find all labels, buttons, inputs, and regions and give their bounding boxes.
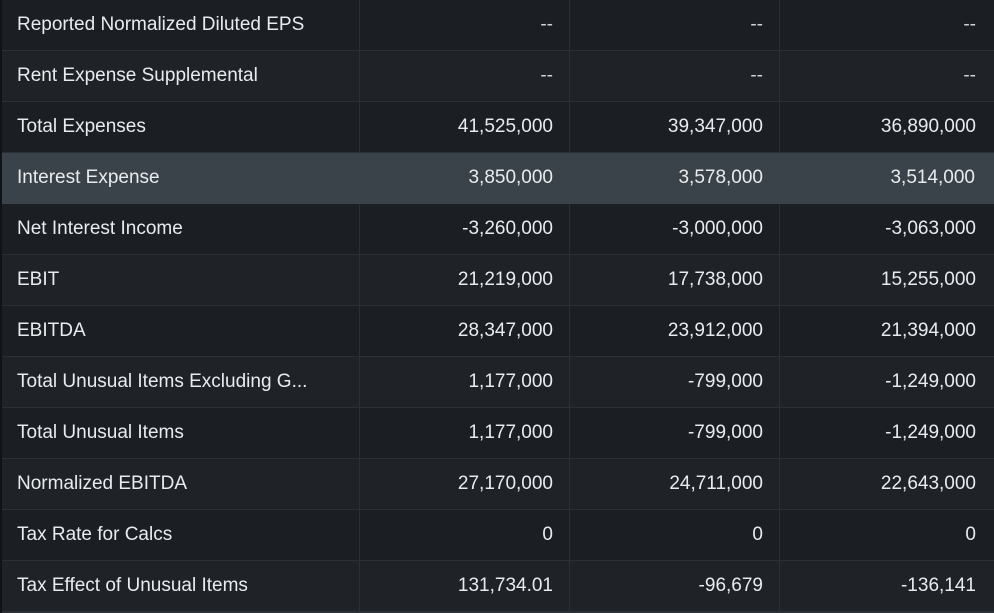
- value-cell: -3,260,000: [360, 204, 570, 254]
- value-cell: 21,394,000: [880, 320, 976, 341]
- value-cell: 1,177,000: [360, 357, 570, 407]
- value-cell: 1,177,000: [360, 408, 570, 458]
- value-cell: 41,525,000: [360, 102, 570, 152]
- value-cell: -3,063,000: [885, 218, 976, 239]
- table-row[interactable]: Tax Effect of Unusual Items 131,734.01 -…: [2, 561, 994, 613]
- value-cell: --: [570, 51, 780, 101]
- table-row[interactable]: Net Interest Income -3,260,000 -3,000,00…: [2, 204, 994, 255]
- row-label: Reported Normalized Diluted EPS: [2, 0, 360, 50]
- row-label: Total Unusual Items Excluding G...: [2, 357, 360, 407]
- table-row[interactable]: Rent Expense Supplemental -- -- --: [2, 51, 994, 102]
- table-row[interactable]: Reported Normalized Diluted EPS -- -- --: [2, 0, 994, 51]
- value-cell: -1,249,000: [885, 422, 976, 443]
- value-cell: --: [360, 0, 570, 50]
- value-cell: 28,347,000: [360, 306, 570, 356]
- value-cell: 27,170,000: [360, 459, 570, 509]
- table-row[interactable]: EBIT 21,219,000 17,738,000 15,255,000: [2, 255, 994, 306]
- value-cell: 23,912,000: [570, 306, 780, 356]
- table-row[interactable]: Normalized EBITDA 27,170,000 24,711,000 …: [2, 459, 994, 510]
- table-row[interactable]: Total Unusual Items Excluding G... 1,177…: [2, 357, 994, 408]
- value-cell: -96,679: [570, 561, 780, 611]
- row-label: Tax Rate for Calcs: [2, 510, 360, 560]
- value-cell: 22,643,000: [880, 473, 976, 494]
- value-cell: 21,219,000: [360, 255, 570, 305]
- value-cell: -799,000: [570, 357, 780, 407]
- value-cell: 0: [570, 510, 780, 560]
- table-row[interactable]: Tax Rate for Calcs 0 0 0: [2, 510, 994, 561]
- value-cell: -1,249,000: [885, 371, 976, 392]
- table-row-highlighted[interactable]: Interest Expense 3,850,000 3,578,000 3,5…: [2, 153, 994, 204]
- value-cell: 3,850,000: [360, 153, 570, 203]
- row-label: Total Unusual Items: [2, 408, 360, 458]
- value-cell: --: [570, 0, 780, 50]
- value-cell: 3,514,000: [780, 153, 994, 203]
- row-label: Interest Expense: [2, 153, 360, 203]
- value-cell: 0: [965, 524, 976, 545]
- table-row[interactable]: Total Unusual Items 1,177,000 -799,000 -…: [2, 408, 994, 459]
- value-cell: -3,000,000: [570, 204, 780, 254]
- row-label: EBIT: [2, 255, 360, 305]
- value-cell: --: [360, 51, 570, 101]
- row-label: Total Expenses: [2, 102, 360, 152]
- row-label: Rent Expense Supplemental: [2, 51, 360, 101]
- value-cell: 0: [360, 510, 570, 560]
- value-cell: 24,711,000: [570, 459, 780, 509]
- value-cell: -799,000: [570, 408, 780, 458]
- row-label: EBITDA: [2, 306, 360, 356]
- value-cell: --: [963, 65, 976, 86]
- row-label: Tax Effect of Unusual Items: [2, 561, 360, 611]
- row-label: Net Interest Income: [2, 204, 360, 254]
- value-cell: 3,578,000: [570, 153, 780, 203]
- value-cell: -136,141: [900, 575, 976, 596]
- value-cell: 131,734.01: [360, 561, 570, 611]
- value-cell: 17,738,000: [570, 255, 780, 305]
- table-row[interactable]: Total Expenses 41,525,000 39,347,000 36,…: [2, 102, 994, 153]
- value-cell: 15,255,000: [880, 269, 976, 290]
- value-cell: --: [963, 14, 976, 35]
- row-label: Normalized EBITDA: [2, 459, 360, 509]
- table-row[interactable]: EBITDA 28,347,000 23,912,000 21,394,000: [2, 306, 994, 357]
- value-cell: 36,890,000: [880, 116, 976, 137]
- value-cell: 39,347,000: [570, 102, 780, 152]
